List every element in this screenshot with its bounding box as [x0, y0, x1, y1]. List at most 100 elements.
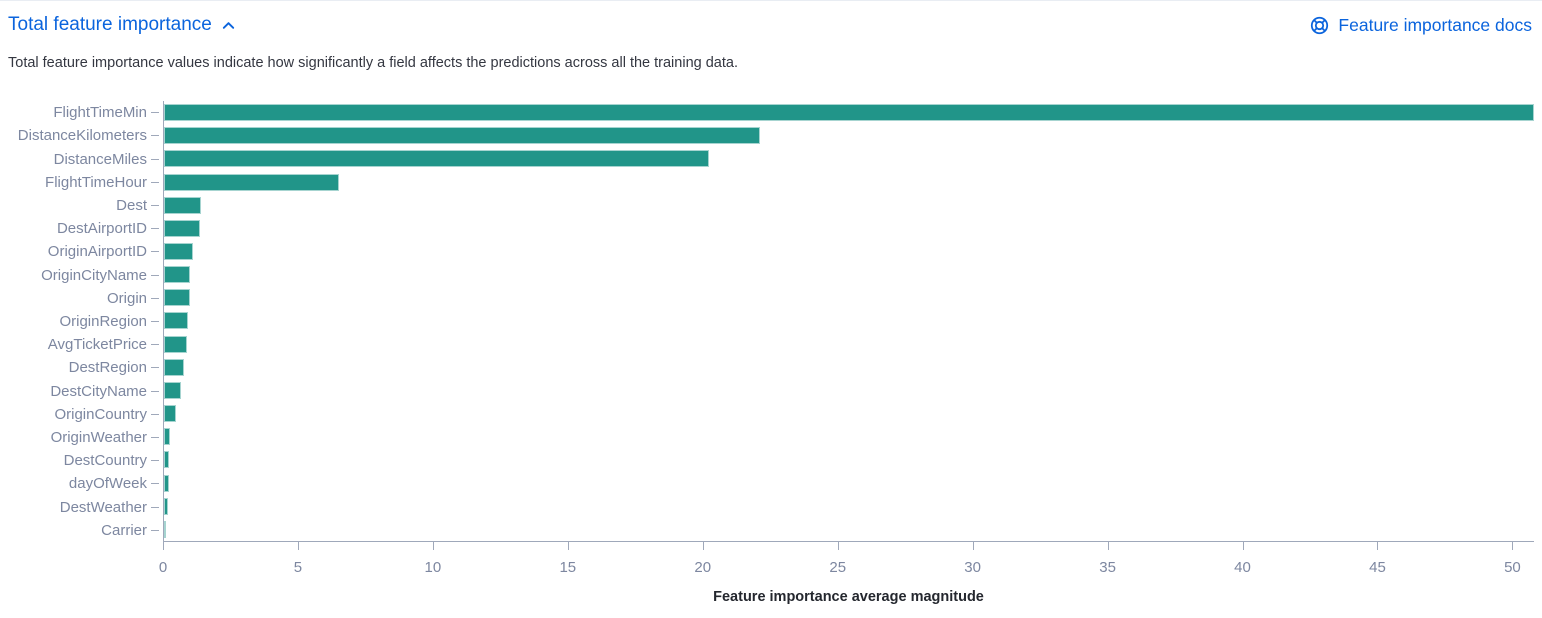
y-axis-label: DistanceMiles [53, 150, 147, 168]
bar-row [164, 124, 1534, 147]
y-axis-label: Dest [116, 196, 147, 214]
y-axis-row: OriginWeather [0, 426, 162, 449]
bar-OriginCountry[interactable] [164, 405, 176, 423]
bar-OriginAirportID[interactable] [164, 243, 193, 261]
y-axis-tick [151, 251, 159, 253]
y-axis-tick [151, 436, 159, 438]
chevron-up-icon [221, 18, 236, 33]
y-axis-tick [151, 228, 159, 230]
x-axis-tick [972, 542, 974, 550]
y-axis-label: DestCityName [50, 382, 147, 400]
bar-row [164, 402, 1534, 425]
bar-DestRegion[interactable] [164, 358, 184, 376]
x-axis-tick [702, 542, 704, 550]
x-axis-tick [163, 542, 164, 550]
bar-DestCountry[interactable] [164, 451, 170, 469]
y-axis-tick [151, 483, 159, 485]
bar-row [164, 495, 1534, 518]
bar-DestAirportID[interactable] [164, 219, 200, 237]
x-axis-ticks: 0 5 10 15 20 25 30 35 40 45 50 [159, 542, 1534, 602]
x-axis-tick [1377, 542, 1379, 550]
y-axis-row: DestCityName [0, 379, 162, 402]
bar-DestCityName[interactable] [164, 381, 181, 399]
bar-DestWeather[interactable] [164, 497, 169, 515]
y-axis-row: Carrier [0, 519, 162, 542]
y-axis-tick [151, 274, 159, 276]
y-axis-row: Origin [0, 287, 162, 310]
y-axis-row: OriginCountry [0, 403, 162, 426]
x-axis-tick-label: 45 [1369, 559, 1386, 576]
x-axis-tick [297, 542, 299, 550]
y-axis-tick [151, 390, 159, 392]
y-axis-label: FlightTimeHour [45, 173, 147, 191]
y-axis-tick [151, 181, 159, 183]
x-axis-tick-label: 25 [829, 559, 847, 576]
x-axis-tick [567, 542, 569, 550]
bar-row [164, 286, 1534, 309]
bar-row [164, 147, 1534, 170]
y-axis-label: Origin [106, 289, 147, 307]
y-axis-label: DestCountry [63, 452, 147, 470]
bar-row [164, 448, 1534, 471]
y-axis-label: Carrier [101, 521, 147, 539]
bar-row [164, 170, 1534, 193]
bar-dayOfWeek[interactable] [164, 474, 170, 492]
y-axis-tick [151, 297, 159, 299]
y-axis-label: OriginWeather [50, 428, 147, 446]
bar-Dest[interactable] [164, 196, 201, 214]
feature-importance-docs-link[interactable]: Feature importance docs [1310, 15, 1532, 36]
y-axis-label: OriginCityName [41, 266, 147, 284]
lifebuoy-help-icon [1310, 16, 1329, 35]
bar-row [164, 309, 1534, 332]
y-axis-tick [151, 135, 159, 137]
y-axis-row: dayOfWeek [0, 472, 162, 495]
y-axis-label: OriginCountry [54, 405, 147, 423]
bar-row [164, 333, 1534, 356]
y-axis-row: DestAirportID [0, 217, 162, 240]
y-axis-label: DestWeather [59, 498, 147, 516]
bar-AvgTicketPrice[interactable] [164, 335, 187, 353]
bar-OriginCityName[interactable] [164, 266, 191, 284]
bar-Carrier[interactable] [164, 520, 166, 538]
y-axis-row: OriginAirportID [0, 240, 162, 263]
bar-row [164, 217, 1534, 240]
y-axis-labels: FlightTimeMin DistanceKilometers DistanceM… [0, 101, 162, 542]
x-axis-tick-label: 50 [1504, 559, 1521, 576]
bar-OriginRegion[interactable] [164, 312, 188, 330]
y-axis-tick [151, 112, 159, 114]
x-axis-tick [432, 542, 434, 550]
x-axis-tick [1242, 542, 1244, 550]
y-axis-tick [151, 460, 159, 462]
bar-Origin[interactable] [164, 289, 190, 307]
bar-DistanceMiles[interactable] [164, 150, 709, 168]
x-axis-title: Feature importance average magnitude [713, 589, 984, 605]
y-axis-tick [151, 204, 159, 206]
y-axis-label: DistanceKilometers [17, 127, 147, 145]
bar-row [164, 518, 1534, 541]
panel-header: Total feature importance [8, 14, 1532, 37]
bar-row [164, 472, 1534, 495]
bar-OriginWeather[interactable] [164, 428, 170, 446]
y-axis-tick [151, 413, 159, 415]
x-axis-tick-label: 30 [964, 559, 981, 576]
y-axis-label: FlightTimeMin [53, 104, 147, 122]
x-axis-tick-label: 15 [559, 559, 577, 576]
total-feature-importance-toggle[interactable]: Total feature importance [8, 14, 236, 37]
x-axis-tick [837, 542, 839, 550]
bar-FlightTimeMin[interactable] [164, 104, 1534, 122]
panel-description: Total feature importance values indicate… [8, 55, 738, 71]
bar-row [164, 356, 1534, 379]
y-axis-tick [151, 158, 159, 160]
x-axis-tick [1107, 542, 1109, 550]
x-axis-tick [1512, 542, 1514, 550]
y-axis-row: FlightTimeHour [0, 171, 162, 194]
bar-row [164, 240, 1534, 263]
bar-DistanceKilometers[interactable] [164, 127, 760, 145]
y-axis-tick [151, 367, 159, 369]
y-axis-label: OriginRegion [59, 312, 147, 330]
y-axis-row: OriginRegion [0, 310, 162, 333]
y-axis-tick [151, 506, 159, 508]
bar-row [164, 379, 1534, 402]
y-axis-tick [151, 529, 159, 531]
bar-FlightTimeHour[interactable] [164, 173, 340, 191]
